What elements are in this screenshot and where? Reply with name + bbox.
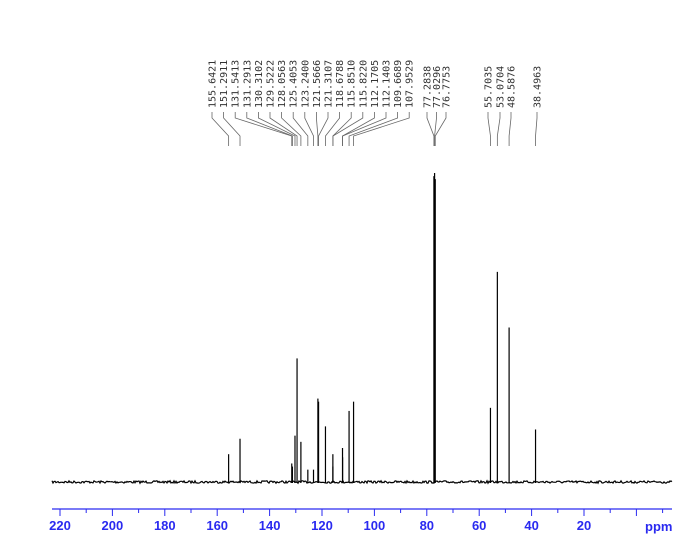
x-tick-label: 60 [472,518,486,533]
peak-label: 53.0704 [496,66,507,108]
x-tick-label: 120 [311,518,333,533]
x-tick-label: 200 [102,518,124,533]
peak-label-leader [316,112,319,146]
baseline-noise [51,479,673,485]
x-tick-label: 100 [364,518,386,533]
peak-label: 115.8510 [347,60,358,108]
peak-label: 77.2838 [423,66,434,108]
peak-label-leader [332,112,364,146]
peak-label-leader [258,112,296,146]
peak-label-leader [281,112,302,146]
peak-label-leader [434,112,437,146]
peak-label: 118.6788 [335,60,346,108]
peak-label-leader [535,112,538,146]
peak-label-leader [496,112,501,146]
x-tick-label: 80 [420,518,434,533]
peak-label-leader [332,112,352,146]
peak-label: 38.4963 [533,66,544,108]
peak-label: 151.2911 [219,60,230,108]
peak-label-leader [223,112,241,146]
x-tick-label: 220 [49,518,71,533]
x-tick-label: 160 [206,518,228,533]
peak-label: 107.9529 [405,60,416,108]
x-axis: 220 200 180 160 140 120 100 80 60 40 20 ppm [49,508,672,534]
peak-label-leader [353,112,410,146]
peak-label-leader [246,112,293,146]
peak-label-leader [434,112,447,146]
peak-label-leader [508,112,512,146]
peak-label: 123.2400 [300,60,311,108]
peak-label: 76.7753 [442,66,453,108]
peak-label: 109.6689 [393,60,404,108]
peak-label: 115.8220 [358,60,369,108]
spectrum [51,173,673,485]
x-tick-label: 20 [577,518,591,533]
peak-label: 155.6421 [208,60,219,108]
peak-label: 125.4053 [289,60,300,108]
peak-label-leader [342,112,387,146]
peak-label: 129.5222 [266,60,277,108]
peak-label: 130.3102 [254,60,265,108]
peak-label: 131.2913 [242,60,253,108]
peak-label-leader [269,112,298,146]
peak-label-leader [211,112,230,146]
peak-label: 55.7035 [484,66,495,108]
peak-label-leader [304,112,314,146]
peak-label: 48.5876 [507,66,518,108]
peak-label: 112.1705 [370,60,381,108]
x-tick-label: 40 [524,518,538,533]
peak-label: 131.5413 [231,60,242,108]
peak-label-leader [292,112,309,146]
peak-label-leader [325,112,340,146]
peak-label: 128.0563 [277,60,288,108]
peak-label: 121.5666 [312,60,323,108]
peak-labels: 155.6421 151.2911 131.5413 131.2913 130.3102… [208,60,544,146]
x-axis-unit: ppm [645,519,672,534]
peak-label-leader [234,112,293,146]
peak-label-leader [318,112,329,146]
peak-label: 121.3107 [324,60,335,108]
peak-label-leader [487,112,491,146]
peak-label: 112.1403 [382,60,393,108]
x-tick-label: 180 [154,518,176,533]
peak-label-leader [426,112,435,146]
peak-label: 77.0296 [432,66,443,108]
peak-label-leader [348,112,398,146]
x-tick-label: 140 [259,518,281,533]
